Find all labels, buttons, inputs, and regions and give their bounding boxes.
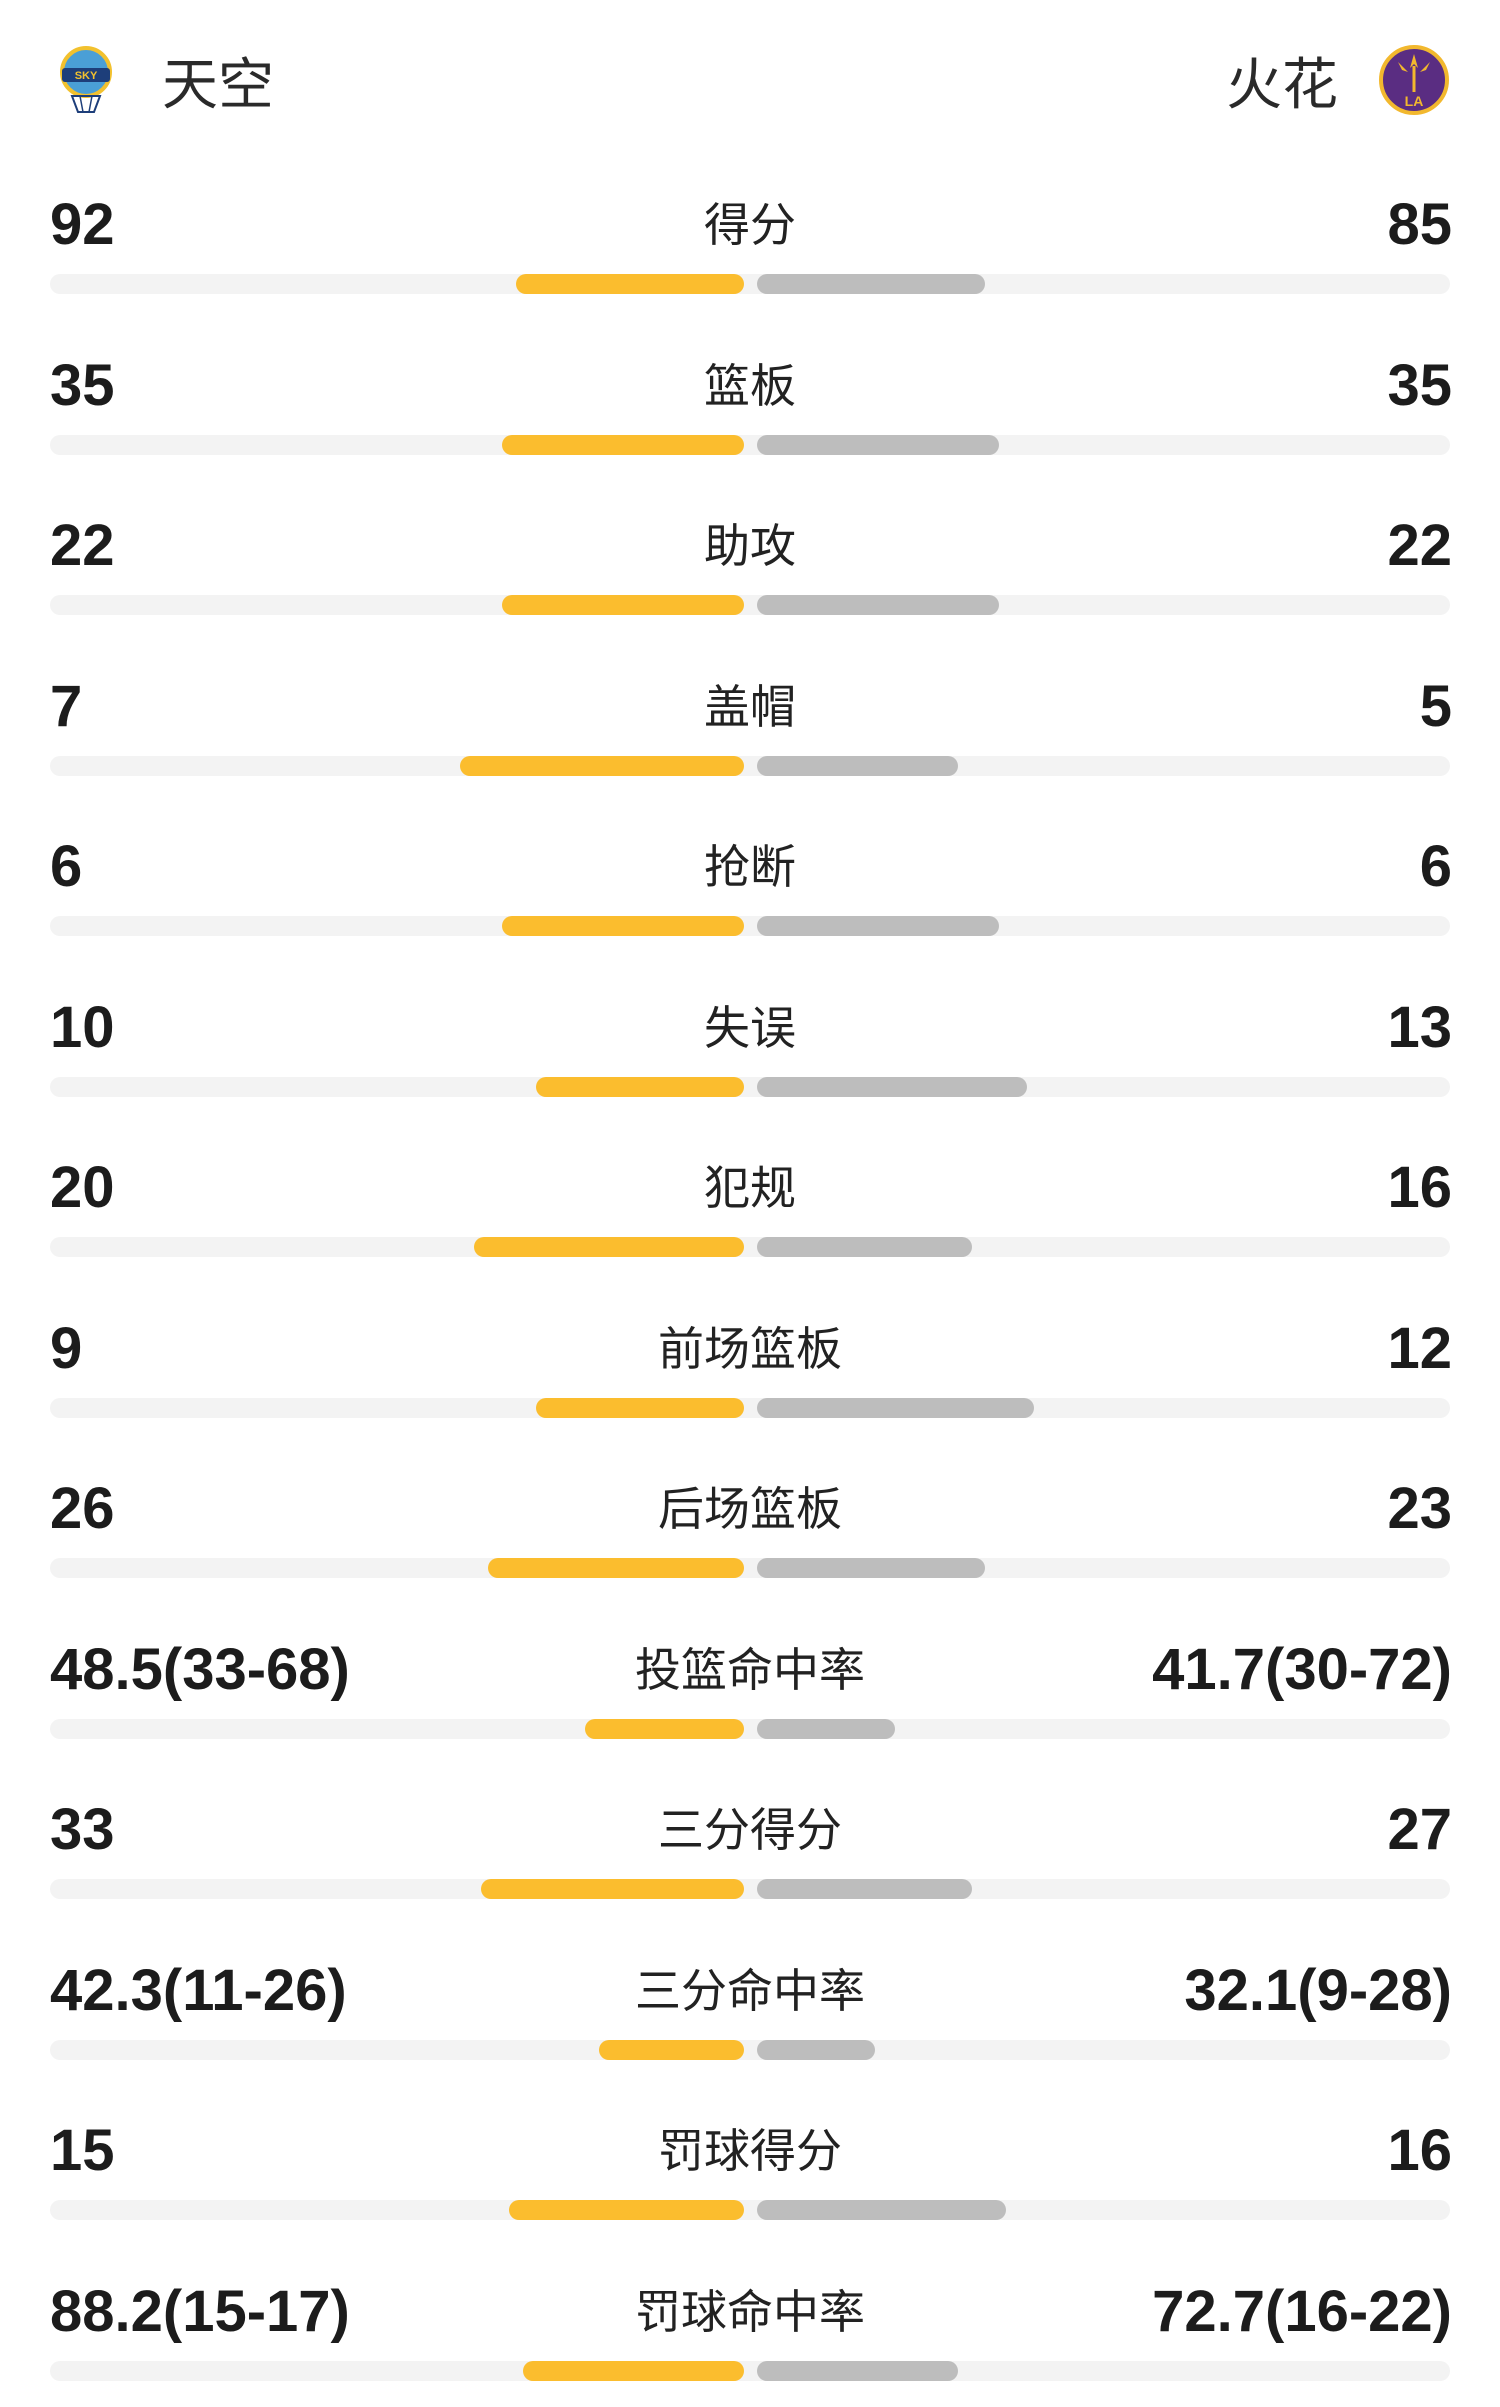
stat-bar-track xyxy=(50,2361,1450,2381)
away-stat-value: 6 xyxy=(1420,832,1452,902)
away-stat-bar xyxy=(757,1398,1034,1418)
away-stat-value: 32.1(9-28) xyxy=(1184,1956,1452,2026)
away-stat-value: 22 xyxy=(1387,511,1452,581)
away-stat-bar xyxy=(757,435,999,455)
away-team-name: 火花 xyxy=(1226,40,1338,121)
home-stat-bar xyxy=(502,916,744,936)
away-stat-bar xyxy=(757,756,958,776)
stat-label: 失误 xyxy=(0,995,1500,1061)
stat-bar-track xyxy=(50,756,1450,776)
stat-label: 前场篮板 xyxy=(0,1316,1500,1382)
away-stat-bar xyxy=(757,2361,958,2381)
home-stat-bar xyxy=(474,1237,744,1257)
stat-bar-track xyxy=(50,1558,1450,1578)
away-stat-value: 72.7(16-22) xyxy=(1152,2277,1452,2347)
stat-bar-track xyxy=(50,435,1450,455)
sky-logo-icon: SKY xyxy=(50,44,122,116)
stat-label: 盖帽 xyxy=(0,674,1500,740)
home-stat-bar xyxy=(516,274,744,294)
home-stat-bar xyxy=(509,2200,744,2220)
away-stat-bar xyxy=(757,2040,875,2060)
home-team[interactable]: SKY 天空 xyxy=(50,40,274,120)
away-stat-value: 27 xyxy=(1387,1795,1452,1865)
away-stat-bar xyxy=(757,1879,972,1899)
sparks-logo-icon: LA xyxy=(1378,44,1450,116)
home-stat-bar xyxy=(523,2361,744,2381)
away-stat-value: 41.7(30-72) xyxy=(1152,1635,1452,1705)
stat-bar-track xyxy=(50,274,1450,294)
stat-bar-track xyxy=(50,2200,1450,2220)
home-stat-bar xyxy=(460,756,744,776)
away-stat-value: 5 xyxy=(1420,672,1452,742)
home-stat-bar xyxy=(536,1077,744,1097)
away-stat-bar xyxy=(757,1237,972,1257)
stat-bar-track xyxy=(50,1077,1450,1097)
away-stat-bar xyxy=(757,1719,895,1739)
home-stat-bar xyxy=(585,1719,744,1739)
away-stat-value: 13 xyxy=(1387,993,1452,1063)
away-stat-value: 85 xyxy=(1387,190,1452,260)
svg-text:SKY: SKY xyxy=(75,70,98,82)
stat-label: 犯规 xyxy=(0,1155,1500,1221)
stat-bar-track xyxy=(50,1719,1450,1739)
stat-bar-track xyxy=(50,1398,1450,1418)
home-stat-bar xyxy=(502,435,744,455)
stat-bar-track xyxy=(50,1879,1450,1899)
away-stat-value: 23 xyxy=(1387,1474,1452,1544)
stat-label: 抢断 xyxy=(0,834,1500,900)
home-stat-bar xyxy=(488,1558,744,1578)
away-stat-bar xyxy=(757,1077,1027,1097)
stat-label: 助攻 xyxy=(0,513,1500,579)
stat-label: 篮板 xyxy=(0,353,1500,419)
teams-header: SKY 天空 火花 LA xyxy=(0,0,1500,160)
stat-bar-track xyxy=(50,2040,1450,2060)
away-stat-value: 16 xyxy=(1387,1153,1452,1223)
away-stat-bar xyxy=(757,916,999,936)
away-stat-bar xyxy=(757,595,999,615)
home-stat-bar xyxy=(481,1879,744,1899)
stat-label: 三分得分 xyxy=(0,1797,1500,1863)
stat-bar-track xyxy=(50,595,1450,615)
away-stat-bar xyxy=(757,274,985,294)
away-stat-bar xyxy=(757,1558,985,1578)
away-stat-value: 16 xyxy=(1387,2116,1452,2186)
home-stat-bar xyxy=(502,595,744,615)
away-stat-value: 35 xyxy=(1387,351,1452,421)
stat-bar-track xyxy=(50,916,1450,936)
stat-bar-track xyxy=(50,1237,1450,1257)
stat-label: 得分 xyxy=(0,192,1500,258)
svg-text:LA: LA xyxy=(1405,93,1424,109)
home-stat-bar xyxy=(599,2040,744,2060)
stat-label: 后场篮板 xyxy=(0,1476,1500,1542)
away-stat-value: 12 xyxy=(1387,1314,1452,1384)
home-stat-bar xyxy=(536,1398,744,1418)
stat-label: 罚球得分 xyxy=(0,2118,1500,2184)
away-stat-bar xyxy=(757,2200,1006,2220)
home-team-name: 天空 xyxy=(162,40,274,121)
away-team[interactable]: 火花 LA xyxy=(1226,40,1450,120)
